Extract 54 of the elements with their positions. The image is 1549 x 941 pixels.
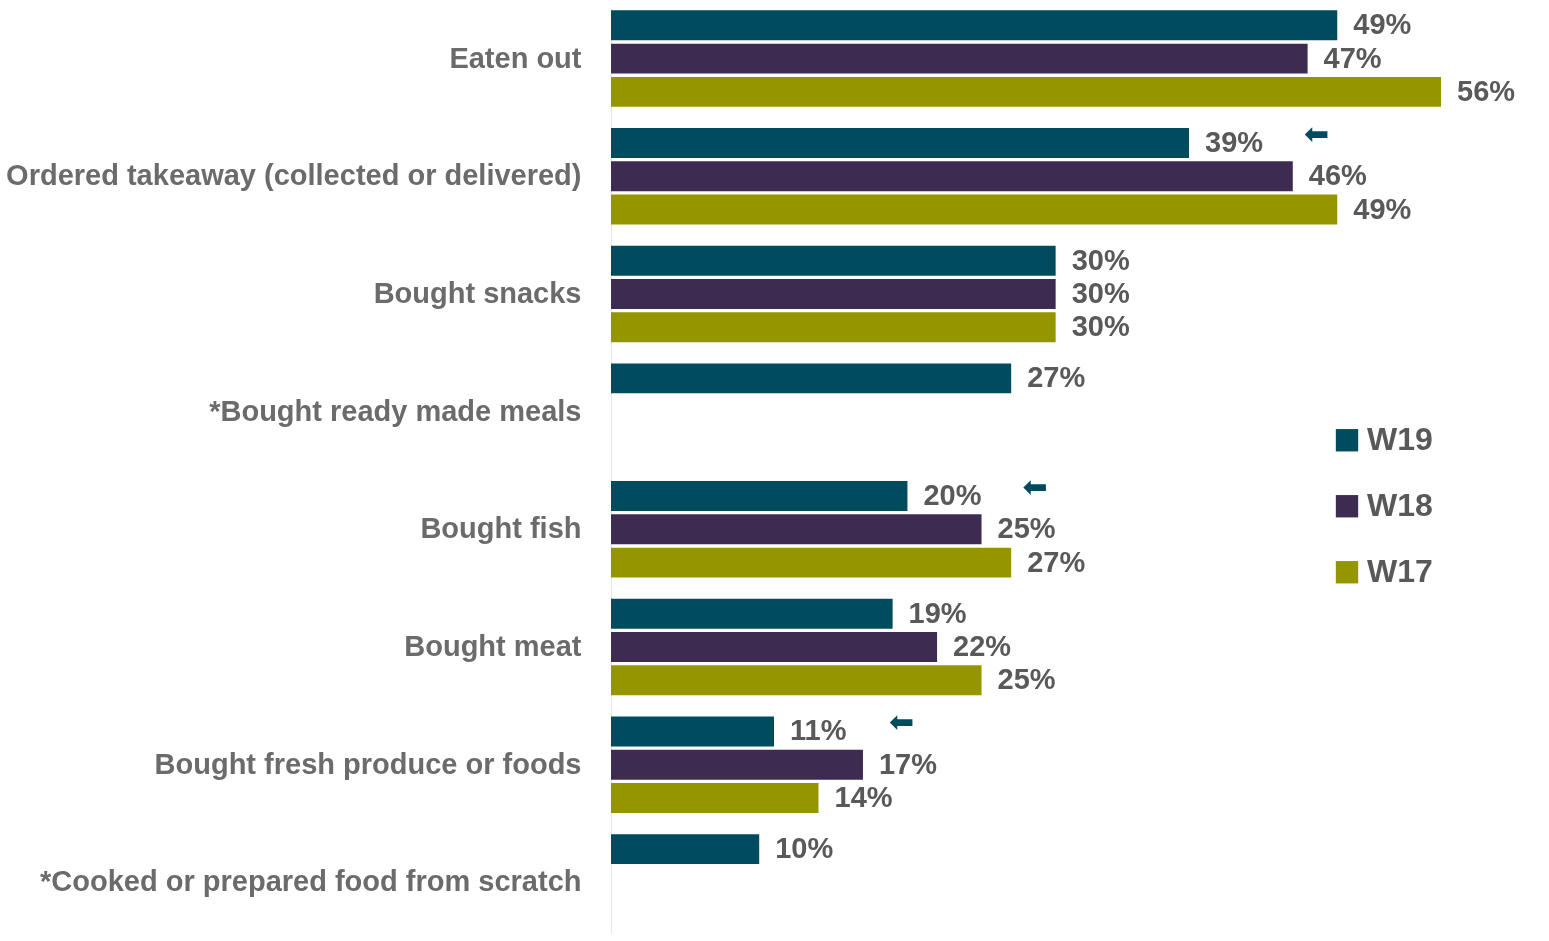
y-tick-label: Bought snacks bbox=[373, 276, 582, 309]
y-tick-label: Eaten out bbox=[449, 41, 582, 74]
bar bbox=[611, 128, 1190, 158]
bar bbox=[611, 363, 1012, 394]
data-label: 17% bbox=[878, 747, 938, 780]
data-label: 49% bbox=[1353, 192, 1412, 225]
data-label: 30% bbox=[1071, 243, 1130, 276]
data-label: 20% bbox=[923, 479, 982, 512]
data-label: 47% bbox=[1323, 41, 1382, 74]
bar bbox=[611, 665, 982, 696]
bar bbox=[611, 194, 1338, 225]
y-tick-label: *Cooked or prepared food from scratch bbox=[40, 865, 582, 898]
data-label: 25% bbox=[997, 663, 1056, 696]
data-label: 25% bbox=[997, 512, 1056, 545]
bar bbox=[611, 632, 938, 662]
bar bbox=[611, 598, 893, 629]
legend-label: W18 bbox=[1367, 487, 1433, 524]
y-tick-label: Ordered takeaway (collected or delivered) bbox=[6, 159, 582, 192]
bar bbox=[611, 43, 1308, 74]
bar bbox=[611, 161, 1293, 192]
data-label: 27% bbox=[1027, 545, 1086, 578]
data-label: 30% bbox=[1071, 276, 1130, 309]
bar bbox=[611, 547, 1012, 578]
annotation: ⬅ bbox=[889, 704, 915, 740]
data-label: 49% bbox=[1353, 8, 1412, 41]
data-label: 56% bbox=[1457, 74, 1516, 107]
annotation: ⬅ bbox=[1022, 469, 1048, 505]
data-label: 22% bbox=[953, 630, 1012, 663]
data-label: 10% bbox=[775, 832, 834, 865]
bar bbox=[611, 245, 1056, 276]
legend-label: W19 bbox=[1367, 421, 1433, 458]
bar bbox=[611, 783, 819, 813]
y-tick-label: *Bought ready made meals bbox=[209, 394, 582, 427]
bar bbox=[611, 716, 775, 747]
bar bbox=[611, 834, 760, 865]
data-label: 39% bbox=[1205, 126, 1264, 159]
data-label: 46% bbox=[1308, 159, 1368, 192]
data-label: 19% bbox=[908, 596, 967, 629]
data-label: 30% bbox=[1071, 310, 1130, 343]
data-label: 14% bbox=[834, 780, 893, 813]
data-label: 11% bbox=[790, 714, 847, 747]
y-tick-label: Bought fish bbox=[420, 512, 582, 545]
bar bbox=[611, 76, 1441, 107]
bar bbox=[611, 481, 908, 512]
bar bbox=[611, 279, 1056, 309]
y-tick-label: Bought fresh produce or foods bbox=[154, 747, 582, 780]
y-tick-label: Bought meat bbox=[404, 630, 582, 663]
bar bbox=[611, 514, 982, 545]
bar bbox=[611, 749, 863, 780]
annotation: ⬅ bbox=[1304, 116, 1330, 152]
data-label: 27% bbox=[1027, 361, 1086, 394]
bar bbox=[611, 312, 1056, 343]
legend-label: W17 bbox=[1367, 553, 1433, 590]
bar bbox=[611, 10, 1338, 41]
